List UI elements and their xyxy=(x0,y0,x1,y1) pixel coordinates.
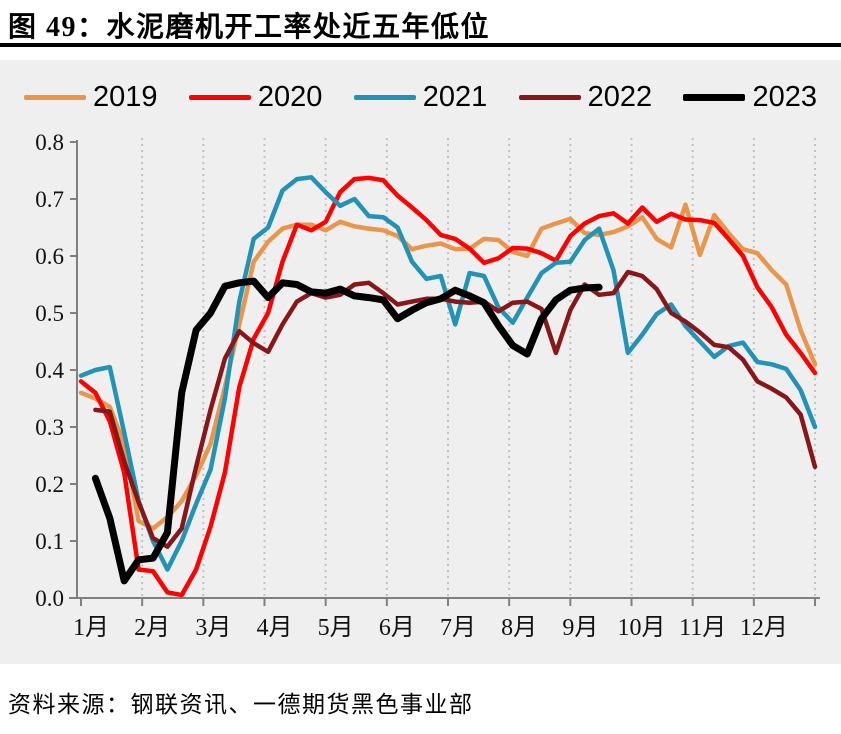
x-tick-label: 4月 xyxy=(257,615,293,641)
y-tick-label: 0.6 xyxy=(35,244,64,269)
legend-label-2022: 2022 xyxy=(587,81,653,113)
source-note: 资料来源：钢联资讯、一德期货黑色事业部 xyxy=(8,692,474,717)
chart-figure-title: 图 49：水泥磨机开工率处近五年低位 xyxy=(8,12,491,43)
series-line-2020 xyxy=(78,175,818,598)
series-line-2019 xyxy=(78,202,818,531)
legend-item-2020: 2020 xyxy=(188,81,323,113)
legend-label-2019: 2019 xyxy=(93,81,158,113)
x-tick-label: 11月 xyxy=(679,615,726,641)
legend-label-2023: 2023 xyxy=(752,81,817,113)
legend-label-2021: 2021 xyxy=(422,81,488,113)
x-tick-label: 6月 xyxy=(379,615,415,641)
x-tick-label: 3月 xyxy=(195,615,231,641)
legend-swatch-2023 xyxy=(683,94,746,101)
series-line-2022 xyxy=(93,269,818,549)
x-tick-label: 8月 xyxy=(501,615,537,641)
y-tick-label: 0.5 xyxy=(35,301,64,326)
legend-label-2020: 2020 xyxy=(257,81,323,113)
x-tick-label: 10月 xyxy=(618,615,666,641)
title-divider-rule xyxy=(0,43,841,47)
y-tick-label: 0.7 xyxy=(35,187,64,212)
legend-item-2022: 2022 xyxy=(518,81,653,113)
legend-swatch-2022 xyxy=(518,95,581,100)
series-line-2023 xyxy=(91,277,603,585)
x-tick-label: 1月 xyxy=(73,615,109,641)
chart-legend: 2019 2020 2021 2022 2023 xyxy=(24,83,817,112)
legend-swatch-2021 xyxy=(353,95,416,100)
x-tick-label: 2月 xyxy=(134,615,170,641)
x-tick-label: 5月 xyxy=(318,615,354,641)
y-tick-label: 0.3 xyxy=(35,415,64,440)
x-tick-label: 9月 xyxy=(562,615,598,641)
legend-swatch-2019 xyxy=(24,95,86,100)
y-tick-label: 0.2 xyxy=(35,472,64,497)
legend-item-2023: 2023 xyxy=(683,83,817,112)
y-tick-label: 0.4 xyxy=(35,358,64,383)
y-tick-label: 0.0 xyxy=(35,586,64,611)
legend-item-2019: 2019 xyxy=(24,83,158,112)
x-tick-label: 7月 xyxy=(440,615,476,641)
x-tick-label: 12月 xyxy=(740,615,788,641)
y-tick-label: 0.8 xyxy=(35,130,64,155)
legend-item-2021: 2021 xyxy=(353,81,488,113)
legend-swatch-2020 xyxy=(188,95,251,100)
y-tick-label: 0.1 xyxy=(35,529,64,554)
